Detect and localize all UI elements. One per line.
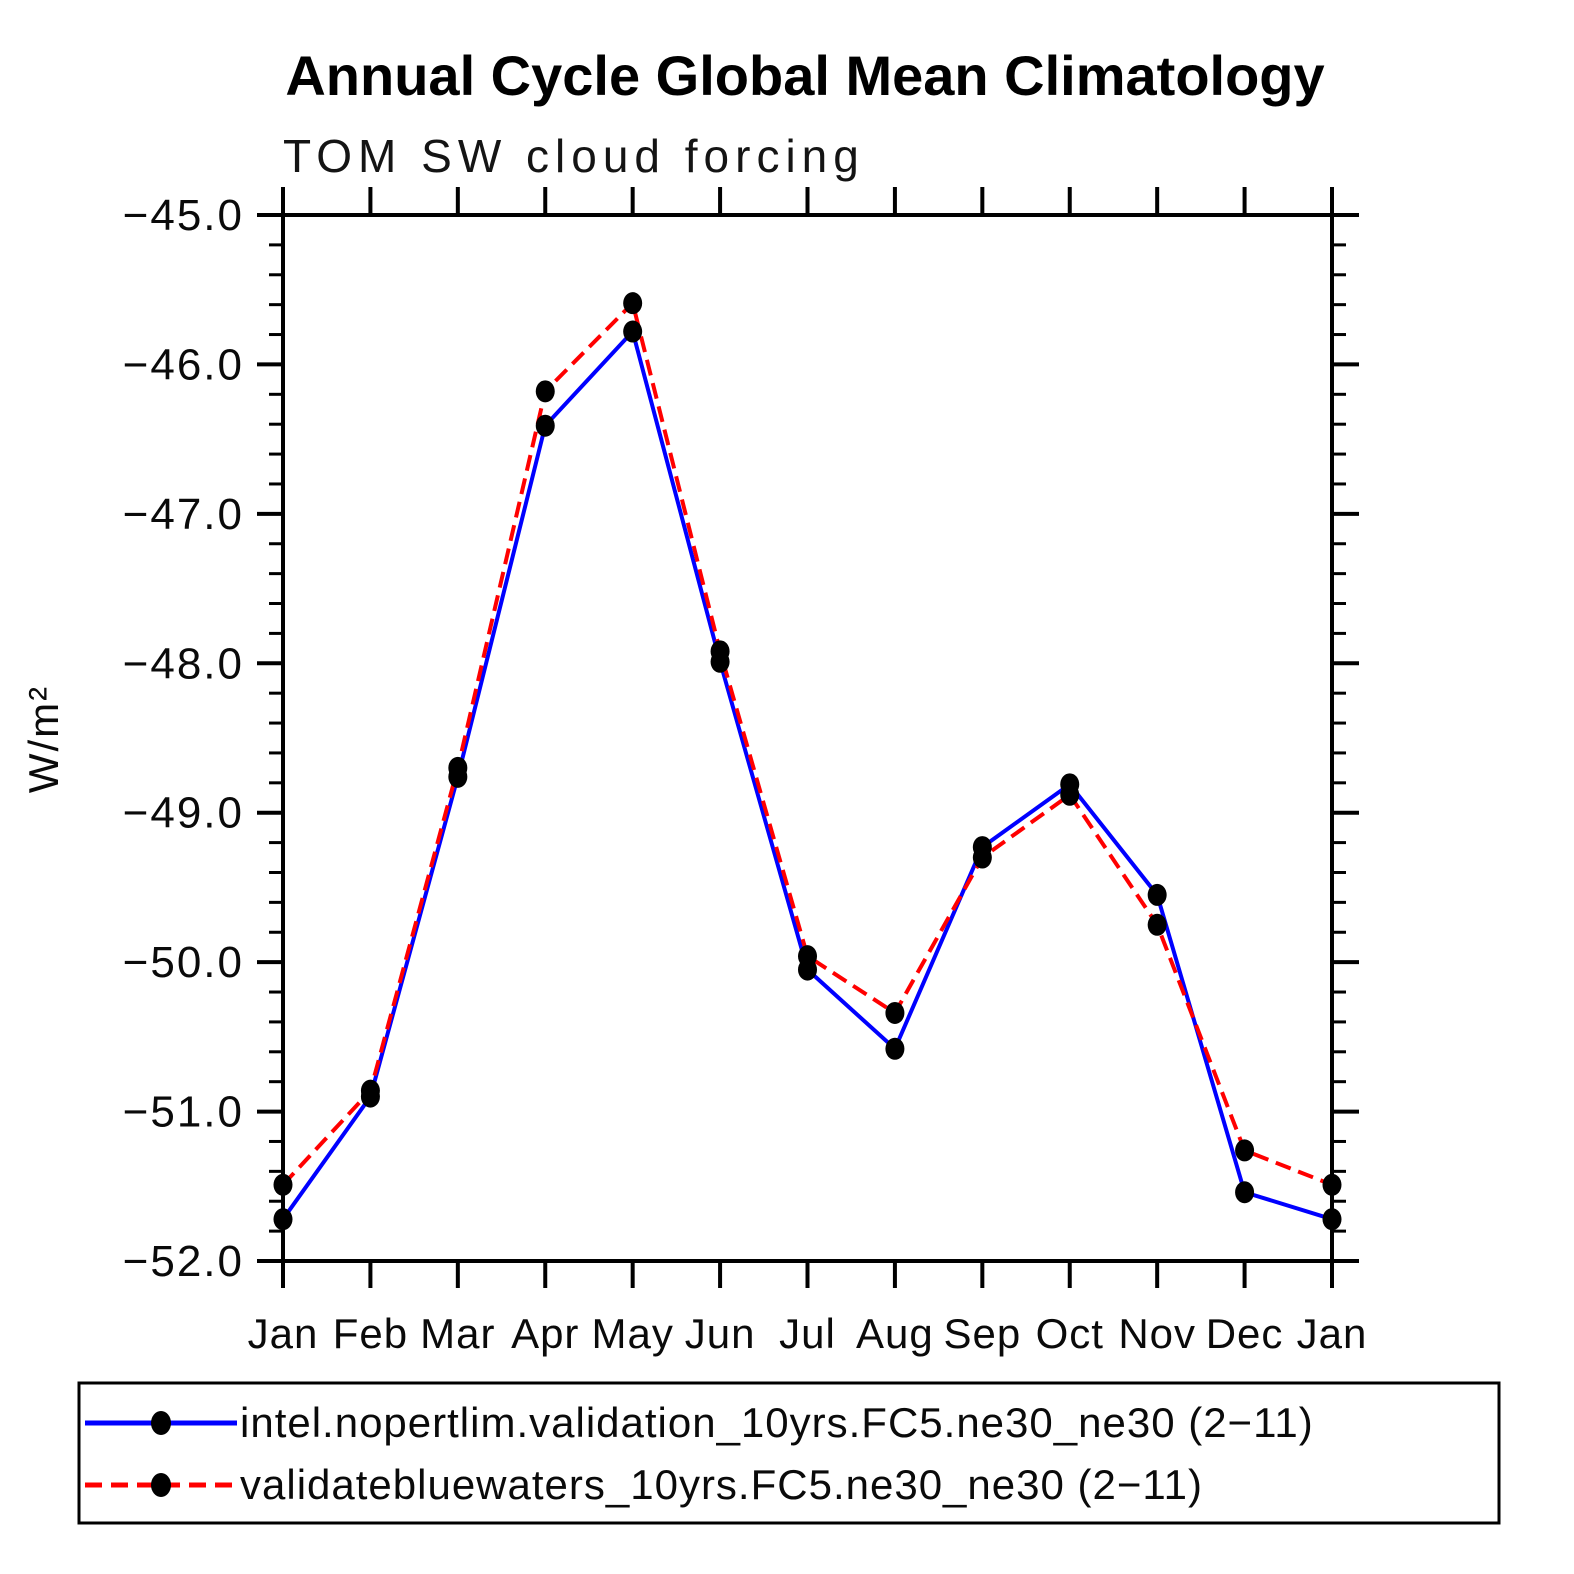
legend-sample-marker [151, 1473, 171, 1497]
y-tick-label: −49.0 [123, 789, 244, 838]
data-marker [1322, 1208, 1342, 1231]
plot-frame [281, 213, 1334, 1263]
data-marker [710, 640, 730, 663]
y-tick-label: −45.0 [123, 191, 244, 240]
x-tick-label: Nov [1118, 1310, 1196, 1357]
data-marker [273, 1208, 293, 1231]
chart-subtitle: TOM SW cloud forcing [283, 130, 865, 182]
data-marker [535, 380, 555, 403]
data-marker [798, 945, 817, 968]
legend-box [77, 1381, 1501, 1525]
legend-label-0: intel.nopertlim.validation_10yrs.FC5.ne3… [240, 1399, 1314, 1446]
data-marker [972, 846, 992, 869]
y-tick-label: −47.0 [123, 490, 244, 539]
x-tick-label: Oct [1036, 1310, 1104, 1357]
data-marker [623, 320, 643, 343]
y-tick-label: −50.0 [123, 938, 244, 987]
data-marker [1235, 1139, 1255, 1162]
y-tick-label: −46.0 [123, 340, 244, 389]
x-tick-label: Jul [779, 1310, 836, 1357]
data-marker [885, 1037, 905, 1060]
x-tick-label: Mar [420, 1310, 495, 1357]
data-marker [1322, 1173, 1342, 1196]
y-tick-label: −52.0 [123, 1237, 244, 1286]
x-tick-label: Aug [856, 1310, 934, 1357]
chart-title: Annual Cycle Global Mean Climatology [285, 44, 1324, 107]
legend-sample-marker [151, 1411, 171, 1435]
x-tick-label: Jun [685, 1310, 756, 1357]
y-tick-label: −51.0 [123, 1088, 244, 1137]
x-tick-label: Dec [1206, 1310, 1284, 1357]
data-marker [273, 1173, 293, 1196]
data-marker [1235, 1181, 1255, 1204]
plot-area: −45.0 −46.0 −47.0 −48.0 −49.0 −50.0 −51.0 −52.0… [123, 187, 1368, 1357]
data-marker [1147, 883, 1167, 906]
data-marker [623, 292, 643, 315]
data-marker [535, 414, 555, 437]
data-marker [1147, 913, 1167, 936]
x-tick-label: May [591, 1310, 673, 1357]
legend-label-1: validatebluewaters_10yrs.FC5.ne30_ne30 (… [240, 1461, 1203, 1508]
data-marker [1060, 783, 1080, 806]
y-tick-label: −48.0 [123, 639, 244, 688]
x-tick-label: Sep [943, 1310, 1021, 1357]
x-tick-label: Feb [333, 1310, 408, 1357]
series-line-0 [281, 327, 1333, 1222]
series-line-1 [281, 299, 1333, 1187]
x-tick-label: Jan [248, 1310, 319, 1357]
x-tick-label: Jan [1297, 1310, 1368, 1357]
y-axis-label: W/m² [20, 685, 67, 793]
data-marker [448, 756, 468, 779]
data-marker [360, 1079, 380, 1102]
data-marker [885, 1001, 905, 1024]
legend: intel.nopertlim.validation_10yrs.FC5.ne3… [77, 1381, 1501, 1525]
x-tick-label: Apr [511, 1310, 579, 1357]
